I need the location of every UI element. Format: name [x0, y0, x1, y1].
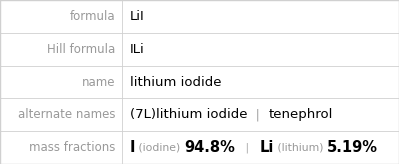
Text: LiI: LiI [130, 10, 144, 23]
Text: alternate names: alternate names [18, 108, 116, 121]
Text: (lithium): (lithium) [274, 143, 327, 153]
Text: I: I [130, 140, 135, 155]
Text: 5.19%: 5.19% [327, 140, 378, 155]
Text: Li: Li [259, 140, 274, 155]
Text: Hill formula: Hill formula [47, 43, 116, 56]
Text: mass fractions: mass fractions [30, 141, 116, 154]
Text: (iodine): (iodine) [135, 143, 184, 153]
Text: (7L)lithium iodide: (7L)lithium iodide [130, 108, 247, 121]
Text: 94.8%: 94.8% [184, 140, 235, 155]
Text: |: | [235, 142, 259, 153]
Text: tenephrol: tenephrol [269, 108, 333, 121]
Text: formula: formula [70, 10, 116, 23]
Text: ILi: ILi [130, 43, 144, 56]
Text: name: name [82, 75, 116, 89]
Text: lithium iodide: lithium iodide [130, 75, 221, 89]
Text: |: | [247, 108, 269, 121]
